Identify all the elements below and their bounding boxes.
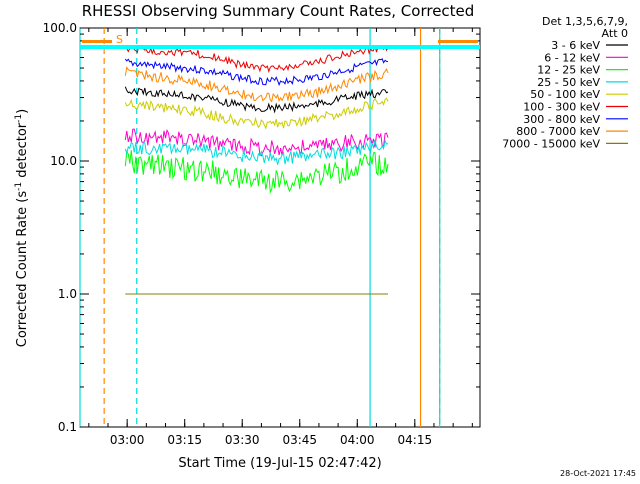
series-line [124, 86, 389, 114]
y-axis-label-sup2: -1 [14, 114, 24, 123]
x-tick-label: 04:15 [398, 433, 433, 447]
legend-label: 12 - 25 keV [537, 64, 600, 77]
y-axis-label: Corrected Count Rate (s-1 detector-1) [14, 109, 30, 347]
legend-label: 300 - 800 keV [523, 113, 600, 126]
timestamp: 28-Oct-2021 17:45 [560, 469, 636, 478]
s-flag-bar [82, 40, 112, 43]
legend-label: 100 - 300 keV [523, 101, 600, 114]
legend-label: 50 - 100 keV [530, 88, 600, 101]
s-flag-label: S [116, 33, 123, 46]
chart-title: RHESSI Observing Summary Count Rates, Co… [82, 2, 475, 20]
y-tick-label: 1.0 [58, 287, 77, 301]
y-axis-label-end: ) [15, 109, 30, 114]
y-axis-label-mid: detector [15, 122, 30, 182]
x-tick-label: 04:00 [340, 433, 375, 447]
legend-label: 3 - 6 keV [551, 39, 600, 52]
series-line [124, 44, 389, 74]
y-tick-label: 10.0 [50, 154, 77, 168]
y-tick-label: 100.0 [43, 21, 77, 35]
x-axis-label: Start Time (19-Jul-15 02:47:42) [178, 456, 381, 471]
x-tick-label: 03:15 [167, 433, 202, 447]
series-layer [124, 44, 389, 295]
series-line [124, 139, 389, 165]
x-tick-label: 03:30 [225, 433, 260, 447]
y-axis-label-main: Corrected Count Rate (s [15, 191, 30, 348]
series-line [124, 66, 389, 103]
legend-label: 6 - 12 keV [544, 51, 600, 64]
x-tick-label: 03:45 [282, 433, 317, 447]
series-line [124, 150, 389, 195]
legend-subtitle: Att 0 [602, 27, 628, 40]
y-tick-label: 0.1 [58, 420, 77, 434]
y-axis-label-sup: -1 [14, 182, 24, 191]
legend-label: 25 - 50 keV [537, 76, 600, 89]
legend-label: 7000 - 15000 keV [502, 137, 600, 150]
y-ticks: 0.1 1.0 10.0 100.0 [43, 21, 480, 434]
series-line [124, 128, 389, 157]
flag-bar [80, 45, 480, 49]
att-flag-bar [438, 40, 478, 43]
series-line [124, 58, 389, 87]
x-tick-label: 03:00 [110, 433, 145, 447]
legend-label: 800 - 7000 keV [516, 125, 600, 138]
series-line [124, 97, 389, 130]
legend-title: Det 1,3,5,6,7,9, [542, 15, 628, 28]
x-ticks: 03:00 03:15 03:30 03:45 04:00 04:15 [88, 28, 473, 447]
